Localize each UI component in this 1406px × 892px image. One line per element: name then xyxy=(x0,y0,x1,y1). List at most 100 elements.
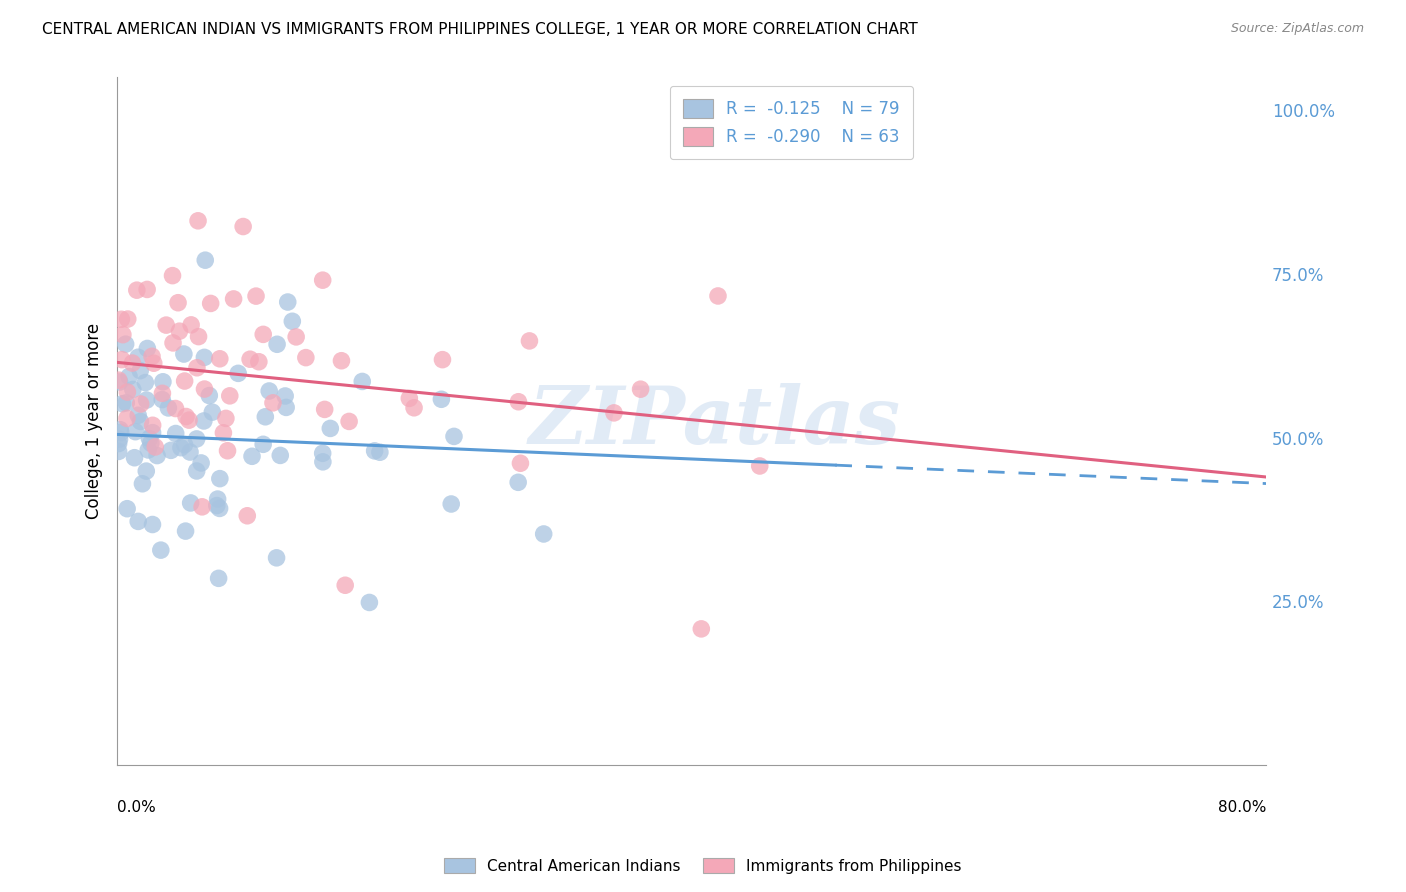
Point xyxy=(160,443,183,458)
Point xyxy=(107,436,129,450)
Point xyxy=(402,401,425,415)
Point xyxy=(117,385,139,400)
Point xyxy=(285,330,308,344)
Point xyxy=(135,392,157,407)
Point xyxy=(215,411,238,425)
Point xyxy=(177,413,200,427)
Point xyxy=(257,384,280,398)
Point xyxy=(138,432,160,446)
Point xyxy=(508,475,530,490)
Point xyxy=(131,476,153,491)
Point xyxy=(245,289,267,303)
Point xyxy=(127,515,149,529)
Point xyxy=(274,389,297,403)
Point xyxy=(165,426,187,441)
Y-axis label: College, 1 year or more: College, 1 year or more xyxy=(86,323,103,519)
Point xyxy=(136,342,159,356)
Point xyxy=(174,524,197,538)
Point xyxy=(335,578,357,592)
Point xyxy=(129,364,152,378)
Point xyxy=(252,327,274,342)
Point xyxy=(170,441,193,455)
Point xyxy=(193,414,215,428)
Point xyxy=(208,472,231,486)
Point xyxy=(125,283,148,297)
Point xyxy=(363,443,385,458)
Point xyxy=(173,347,195,361)
Point xyxy=(169,324,191,338)
Point xyxy=(155,318,177,332)
Point xyxy=(240,450,263,464)
Legend: Central American Indians, Immigrants from Philippines: Central American Indians, Immigrants fro… xyxy=(439,852,967,880)
Point xyxy=(330,353,353,368)
Point xyxy=(707,289,730,303)
Point xyxy=(232,219,254,234)
Point xyxy=(143,440,166,454)
Point xyxy=(312,273,335,287)
Point xyxy=(141,349,163,363)
Point xyxy=(124,425,146,439)
Point xyxy=(368,445,391,459)
Point xyxy=(142,425,165,440)
Point xyxy=(115,501,138,516)
Point xyxy=(319,421,342,435)
Point xyxy=(519,334,541,348)
Point xyxy=(167,295,190,310)
Point xyxy=(509,456,531,470)
Point xyxy=(247,355,270,369)
Point xyxy=(201,405,224,419)
Point xyxy=(152,386,174,401)
Point xyxy=(142,356,165,370)
Point xyxy=(359,595,381,609)
Point xyxy=(276,401,298,415)
Point xyxy=(135,464,157,478)
Point xyxy=(114,337,136,351)
Point xyxy=(191,500,214,514)
Point xyxy=(129,397,152,411)
Point xyxy=(252,437,274,451)
Point xyxy=(277,295,299,310)
Point xyxy=(142,418,165,433)
Point xyxy=(200,296,222,310)
Point xyxy=(180,318,202,332)
Point xyxy=(266,337,288,351)
Point xyxy=(603,406,626,420)
Text: ZIPatlas: ZIPatlas xyxy=(529,383,901,460)
Text: CENTRAL AMERICAN INDIAN VS IMMIGRANTS FROM PHILIPPINES COLLEGE, 1 YEAR OR MORE C: CENTRAL AMERICAN INDIAN VS IMMIGRANTS FR… xyxy=(42,22,918,37)
Point xyxy=(314,402,336,417)
Point xyxy=(187,214,209,228)
Point xyxy=(173,374,195,388)
Point xyxy=(162,268,184,283)
Point xyxy=(141,517,163,532)
Point xyxy=(152,375,174,389)
Text: 80.0%: 80.0% xyxy=(1218,799,1267,814)
Point xyxy=(690,622,713,636)
Point xyxy=(337,414,360,428)
Point xyxy=(186,432,208,446)
Point xyxy=(110,312,132,326)
Point xyxy=(186,360,208,375)
Point xyxy=(533,527,555,541)
Point xyxy=(312,455,335,469)
Point xyxy=(212,425,235,440)
Point xyxy=(295,351,318,365)
Point xyxy=(180,496,202,510)
Point xyxy=(208,351,231,366)
Point xyxy=(443,429,465,443)
Point xyxy=(398,392,420,406)
Point xyxy=(281,314,304,328)
Point xyxy=(108,375,131,389)
Point xyxy=(174,409,197,424)
Text: Source: ZipAtlas.com: Source: ZipAtlas.com xyxy=(1230,22,1364,36)
Point xyxy=(136,282,159,296)
Point xyxy=(630,382,652,396)
Point xyxy=(193,382,215,396)
Point xyxy=(217,443,239,458)
Point xyxy=(440,497,463,511)
Point xyxy=(208,501,231,516)
Point xyxy=(150,392,173,407)
Point xyxy=(190,456,212,470)
Point xyxy=(111,352,134,367)
Point xyxy=(239,352,262,367)
Point xyxy=(139,436,162,450)
